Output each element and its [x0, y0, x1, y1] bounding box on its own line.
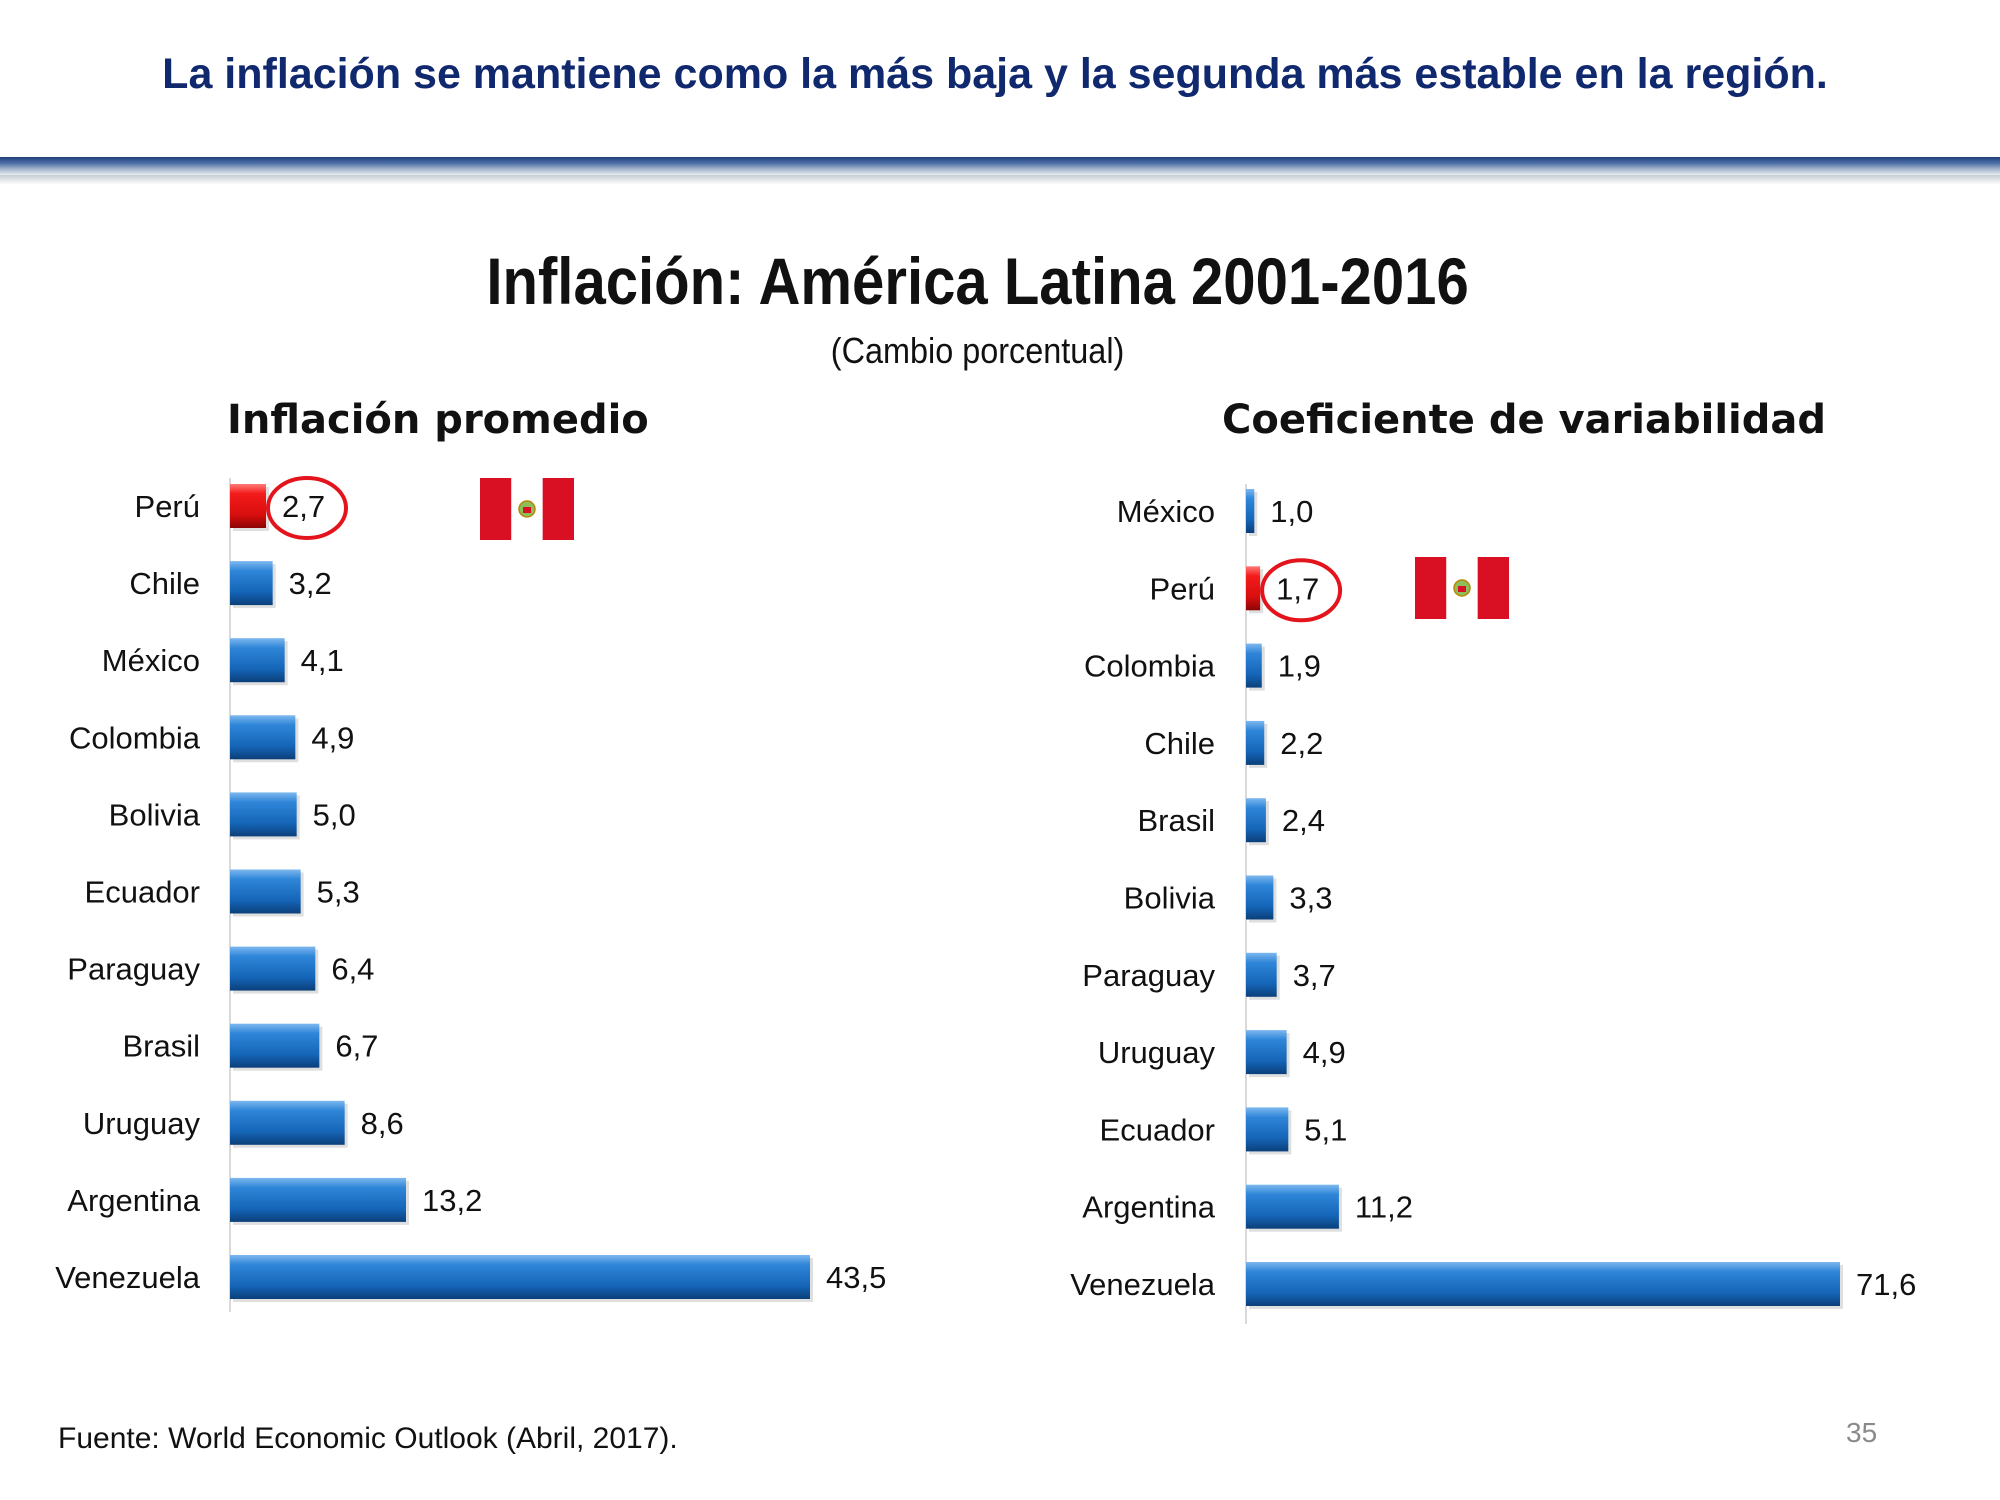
right-value-label-colombia: 1,9 — [1278, 649, 1321, 684]
left-bar-ecuador — [230, 869, 301, 914]
left-peru-coat-of-arms-detail — [523, 507, 531, 513]
left-bar-bolivia — [230, 792, 297, 837]
right-value-label-brasil: 2,4 — [1282, 803, 1325, 838]
right-peru-coat-of-arms-detail — [1458, 586, 1466, 592]
right-bar-argentina — [1246, 1184, 1339, 1229]
left-bar-argentina — [230, 1177, 406, 1222]
right-bar-chile — [1246, 720, 1265, 765]
right-value-label-paraguay: 3,7 — [1293, 958, 1336, 993]
right-bar-paraguay — [1246, 952, 1277, 997]
chart-title: Inflación: América Latina 2001-2016 — [486, 244, 1469, 318]
left-category-label-brasil: Brasil — [122, 1029, 200, 1064]
slide-headline: La inflación se mantiene como la más baj… — [162, 50, 1828, 98]
right-category-label-paraguay: Paraguay — [1082, 958, 1215, 993]
right-value-label-venezuela: 71,6 — [1856, 1267, 1916, 1302]
right-value-label-chile: 2,2 — [1280, 726, 1323, 761]
right-category-label-uruguay: Uruguay — [1098, 1035, 1216, 1070]
right-value-label-argentina: 11,2 — [1355, 1190, 1413, 1225]
right-bar-venezuela — [1246, 1262, 1840, 1306]
right-category-label-brasil: Brasil — [1137, 803, 1215, 838]
left-category-label-ecuador: Ecuador — [85, 875, 200, 910]
right-highlight-circle — [1260, 558, 1343, 623]
left-value-label-ecuador: 5,3 — [317, 875, 360, 910]
right-peru-flag-left-stripe — [1415, 557, 1447, 619]
right-bar-peru — [1246, 566, 1261, 611]
left-bar-chile — [230, 561, 273, 606]
left-value-label-brasil: 6,7 — [335, 1029, 378, 1064]
right-bar-mexico — [1246, 489, 1255, 533]
right-category-label-ecuador: Ecuador — [1100, 1112, 1215, 1147]
left-value-label-colombia: 4,9 — [311, 720, 354, 755]
left-category-label-bolivia: Bolivia — [109, 797, 201, 832]
page-number: 35 — [1846, 1417, 1878, 1448]
left-bar-brasil — [230, 1023, 320, 1068]
left-value-label-peru: 2,7 — [282, 489, 325, 524]
right-peru-flag-right-stripe — [1477, 557, 1509, 619]
right-bar-ecuador — [1246, 1107, 1289, 1152]
left-value-label-uruguay: 8,6 — [361, 1106, 404, 1141]
right-bar-colombia — [1246, 643, 1262, 688]
right-category-label-mexico: México — [1117, 494, 1215, 529]
left-category-label-colombia: Colombia — [69, 720, 201, 755]
left-chart-title: Inflación promedio — [227, 397, 649, 443]
header-divider — [0, 157, 2000, 175]
right-bar-uruguay — [1246, 1030, 1287, 1075]
left-category-label-chile: Chile — [129, 566, 200, 601]
left-value-label-mexico: 4,1 — [301, 643, 344, 678]
left-category-label-argentina: Argentina — [67, 1183, 200, 1218]
left-bar-uruguay — [230, 1100, 345, 1145]
left-bar-paraguay — [230, 946, 316, 991]
header-divider-shadow — [0, 175, 2000, 185]
left-peru-flag-right-stripe — [542, 478, 574, 540]
left-value-label-bolivia: 5,0 — [313, 797, 356, 832]
left-highlight-circle — [266, 476, 348, 540]
left-category-label-peru: Perú — [135, 489, 200, 524]
right-value-label-mexico: 1,0 — [1270, 494, 1313, 529]
right-category-label-bolivia: Bolivia — [1124, 881, 1216, 916]
right-category-label-venezuela: Venezuela — [1070, 1267, 1216, 1302]
left-bar-colombia — [230, 715, 296, 760]
right-category-label-colombia: Colombia — [1084, 649, 1216, 684]
right-value-label-bolivia: 3,3 — [1289, 881, 1332, 916]
right-bar-bolivia — [1246, 875, 1274, 920]
left-category-label-uruguay: Uruguay — [83, 1106, 201, 1141]
right-value-label-uruguay: 4,9 — [1303, 1035, 1346, 1070]
left-value-label-chile: 3,2 — [289, 566, 332, 601]
left-bar-mexico — [230, 638, 285, 683]
left-category-label-venezuela: Venezuela — [55, 1260, 201, 1295]
left-category-label-paraguay: Paraguay — [67, 952, 200, 987]
right-chart-title: Coeficiente de variabilidad — [1222, 397, 1827, 443]
chart-subtitle: (Cambio porcentual) — [830, 330, 1125, 371]
right-bar-brasil — [1246, 798, 1266, 843]
left-value-label-paraguay: 6,4 — [331, 952, 374, 987]
right-category-label-peru: Perú — [1150, 571, 1215, 606]
left-category-label-mexico: México — [102, 643, 200, 678]
right-value-label-peru: 1,7 — [1276, 571, 1319, 606]
left-bar-peru — [230, 484, 266, 528]
right-category-label-chile: Chile — [1144, 726, 1215, 761]
right-category-label-argentina: Argentina — [1082, 1190, 1215, 1225]
left-bar-venezuela — [230, 1255, 810, 1299]
left-value-label-argentina: 13,2 — [422, 1183, 482, 1218]
left-value-label-venezuela: 43,5 — [826, 1260, 886, 1295]
source-note: Fuente: World Economic Outlook (Abril, 2… — [58, 1422, 678, 1455]
left-peru-flag-left-stripe — [480, 478, 512, 540]
right-value-label-ecuador: 5,1 — [1304, 1112, 1347, 1147]
